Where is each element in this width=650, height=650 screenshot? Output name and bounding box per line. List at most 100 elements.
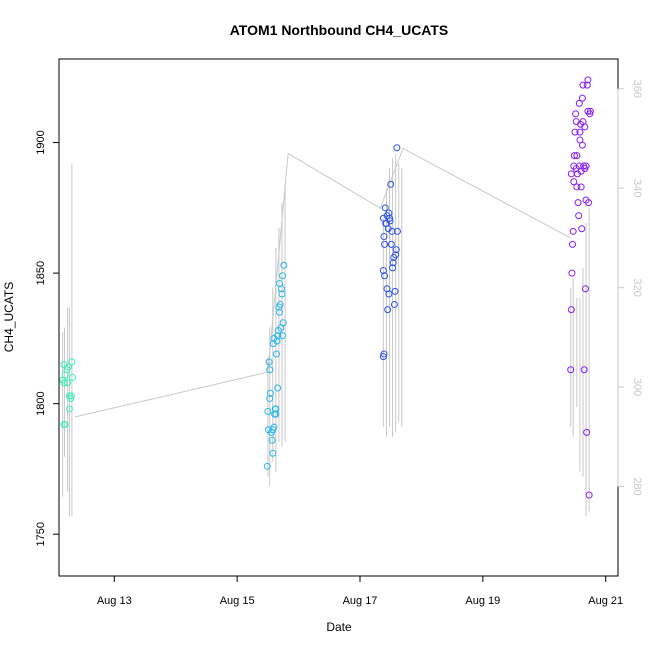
data-point: [385, 209, 393, 217]
data-point: [64, 379, 72, 387]
profile-connector: [74, 147, 571, 418]
data-point: [280, 261, 288, 269]
data-point: [584, 76, 592, 84]
data-point: [385, 290, 393, 298]
y2-tick-label: 320: [631, 278, 643, 296]
data-point: [389, 264, 397, 272]
data-point: [581, 285, 589, 293]
data-point: [575, 99, 583, 107]
y2-axis: 280 300 320 340 360: [617, 80, 643, 496]
data-point: [576, 128, 584, 136]
data-point: [67, 394, 75, 402]
data-point: [272, 405, 280, 413]
plot-frame: [58, 58, 619, 577]
data-point: [278, 290, 286, 298]
data-point: [279, 272, 287, 280]
data-point: [567, 366, 575, 374]
data-point: [270, 423, 278, 431]
x-axis: Aug 13 Aug 15 Aug 17 Aug 19 Aug 21: [97, 575, 623, 607]
data-point: [578, 225, 586, 233]
data-point: [387, 180, 395, 188]
data-point: [389, 259, 397, 267]
data-point: [390, 300, 398, 308]
data-point: [393, 227, 401, 235]
data-point: [384, 306, 392, 314]
data-point: [585, 199, 593, 207]
data-point: [277, 285, 285, 293]
x-tick-label: Aug 19: [465, 595, 500, 607]
data-point: [382, 220, 390, 227]
y-axis: 1750 1800 1850 1900: [35, 130, 59, 546]
data-point: [381, 204, 389, 212]
y-tick-label: 1800: [35, 391, 47, 415]
data-point: [381, 272, 389, 280]
data-point: [572, 110, 580, 118]
y-tick-label: 1750: [35, 522, 47, 546]
data-point: [567, 170, 575, 178]
x-tick-label: Aug 21: [588, 595, 623, 607]
data-point: [575, 212, 583, 220]
data-point: [580, 366, 588, 374]
y-axis-label: CH4_UCATS: [2, 282, 16, 352]
data-point: [274, 332, 282, 340]
y2-tick-label: 360: [631, 80, 643, 98]
data-point: [379, 353, 387, 361]
data-point: [379, 267, 387, 274]
data-point: [380, 233, 388, 241]
data-point: [574, 199, 582, 207]
data-point: [585, 491, 593, 499]
data-point: [577, 183, 585, 191]
data-point: [60, 379, 68, 387]
data-point: [387, 240, 395, 248]
data-point: [68, 358, 76, 366]
data-point: [573, 152, 581, 160]
secondary-profile: [62, 147, 590, 517]
data-point: [568, 269, 576, 277]
data-point: [61, 421, 69, 429]
data-point: [263, 462, 271, 470]
y-tick-label: 1850: [35, 261, 47, 285]
data-point: [266, 394, 274, 402]
y2-tick-label: 300: [631, 378, 643, 396]
data-point: [276, 300, 284, 308]
data-point: [581, 165, 589, 173]
data-point: [392, 251, 400, 259]
data-point: [276, 308, 284, 316]
data-point: [64, 363, 72, 371]
data-point: [67, 392, 75, 400]
data-point: [569, 227, 577, 235]
data-point: [266, 366, 274, 374]
data-point: [583, 428, 591, 436]
x-axis-label: Date: [326, 620, 352, 634]
x-tick-label: Aug 17: [343, 595, 378, 607]
data-point: [274, 384, 282, 392]
data-point: [391, 287, 399, 295]
y2-tick-label: 340: [631, 179, 643, 197]
data-point: [269, 449, 277, 457]
data-point: [579, 81, 587, 89]
data-point: [273, 337, 281, 345]
data-point: [570, 152, 578, 160]
data-point: [570, 178, 578, 186]
data-point: [393, 144, 401, 152]
data-point: [571, 128, 579, 136]
data-point: [569, 240, 577, 248]
data-point: [586, 107, 594, 115]
y-tick-label: 1900: [35, 130, 47, 154]
data-point: [69, 374, 77, 382]
x-tick-label: Aug 15: [220, 595, 255, 607]
data-point: [380, 350, 388, 358]
data-point: [266, 389, 274, 397]
data-point: [65, 405, 73, 413]
data-point: [279, 332, 287, 340]
data-point: [579, 118, 587, 126]
data-point: [573, 183, 581, 191]
data-point: [576, 136, 584, 144]
x-tick-label: Aug 13: [97, 595, 132, 607]
data-point: [567, 306, 575, 314]
data-point: [272, 350, 280, 358]
data-points: [59, 76, 594, 499]
data-point: [272, 410, 280, 418]
data-point: [265, 358, 273, 366]
